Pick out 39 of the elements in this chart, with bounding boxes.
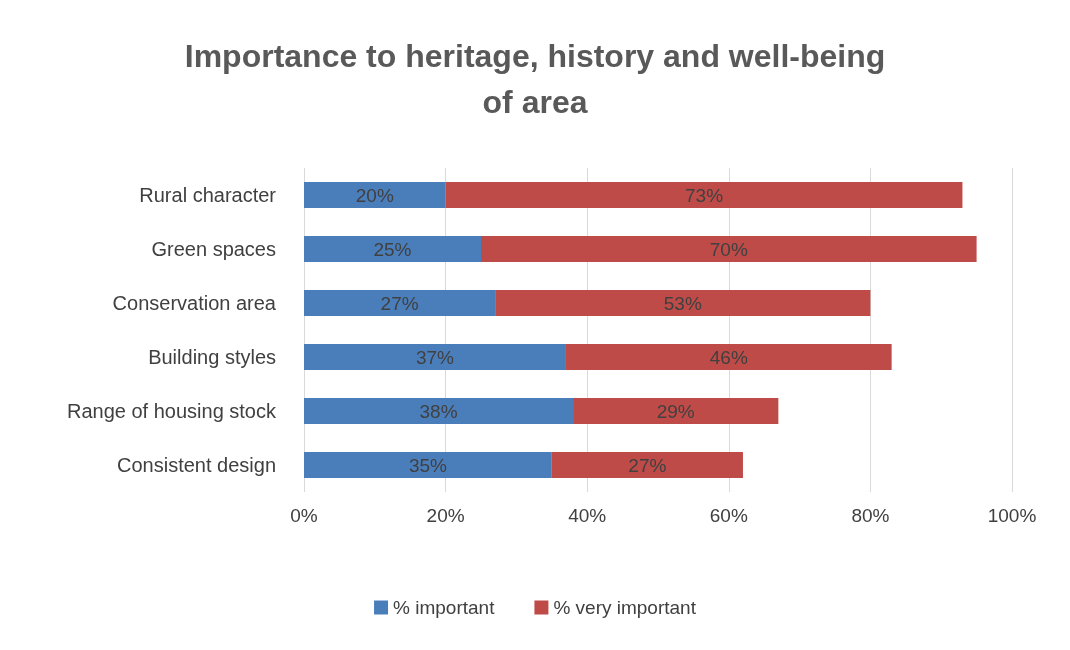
y-tick-label: Green spaces	[151, 238, 276, 260]
bar	[551, 452, 743, 478]
legend-label: % very important	[553, 597, 697, 618]
data-label: 27%	[380, 292, 419, 314]
data-label: 35%	[408, 454, 448, 476]
data-label: 38%	[419, 400, 458, 422]
y-tick-label: Building styles	[148, 346, 276, 368]
x-tick-label: 100%	[987, 505, 1037, 526]
data-label: 25%	[373, 238, 412, 260]
bar	[304, 290, 496, 316]
data-label: 73%	[685, 184, 724, 206]
data-label: 53%	[663, 292, 702, 314]
chart-title: Importance to heritage, history and well-being of area	[184, 38, 886, 120]
x-tick-label: 20%	[426, 505, 465, 526]
bar	[304, 452, 552, 478]
data-label: 37%	[415, 346, 455, 368]
bar	[304, 236, 481, 262]
x-tick-label: 80%	[851, 505, 890, 526]
y-tick-label: Range of housing stock	[66, 400, 277, 422]
data-label: 70%	[709, 238, 748, 260]
legend-label: % important	[393, 597, 496, 618]
bar	[565, 344, 892, 370]
bar	[304, 398, 574, 424]
bar	[573, 398, 779, 424]
bar	[481, 236, 977, 262]
data-label: 29%	[656, 400, 695, 422]
data-label: 20%	[355, 184, 394, 206]
bar	[445, 182, 963, 208]
y-tick-label: Consistent design	[117, 454, 276, 476]
y-tick-label: Rural character	[139, 184, 277, 206]
x-tick-label: 0%	[290, 505, 318, 526]
bar	[304, 182, 446, 208]
x-tick-label: 40%	[568, 505, 607, 526]
x-tick-label: 60%	[709, 505, 748, 526]
data-label: 27%	[628, 454, 667, 476]
bar	[495, 290, 871, 316]
data-label: 46%	[709, 346, 748, 368]
bar	[304, 344, 566, 370]
y-tick-label: Conservation area	[112, 292, 277, 314]
